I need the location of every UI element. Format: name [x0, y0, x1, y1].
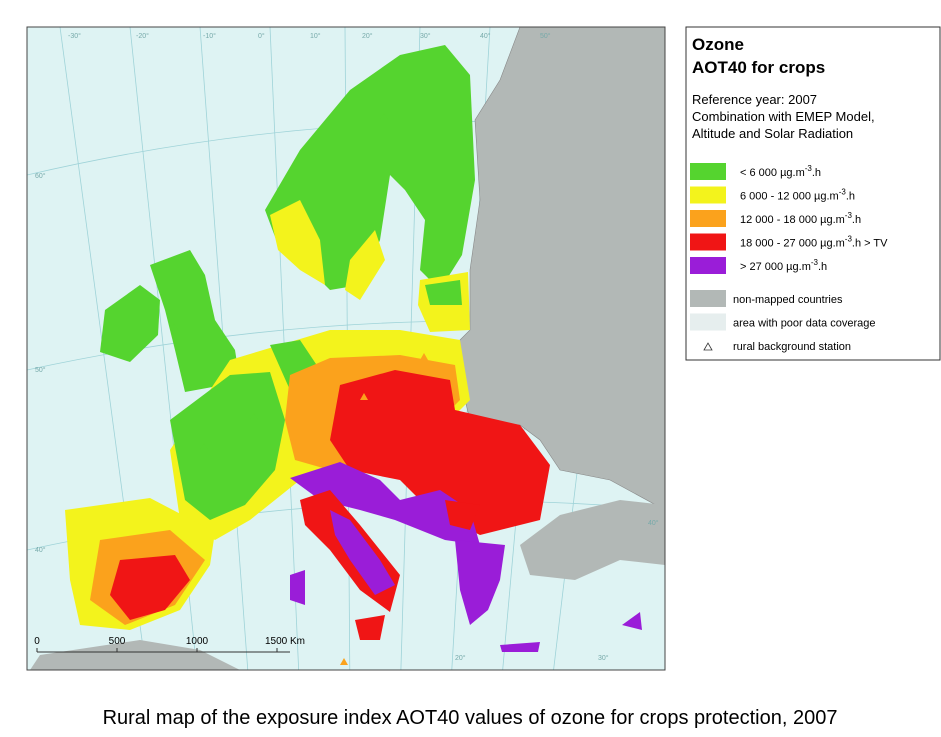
graticule-labels: -30° -20° -10° 0° 10° 20° 30° 40° 50° 60° 50° 40° 20… — [35, 32, 659, 662]
graticule-label: -10° — [203, 32, 216, 40]
legend-label-suffix: .h — [812, 167, 821, 179]
legend-label-text: 12 000 - 18 000 µg.m — [740, 214, 845, 226]
graticule-label: 40° — [480, 32, 491, 40]
legend-label-text: 18 000 - 27 000 µg.m — [740, 238, 845, 250]
legend-label-suffix: .h — [818, 261, 827, 273]
legend-label: area with poor data coverage — [733, 318, 875, 330]
graticule-label: 50° — [540, 32, 551, 40]
scale-label: 0 — [34, 636, 40, 647]
legend-box — [685, 26, 941, 361]
legend-label-text: < 6 000 µg.m — [740, 167, 805, 179]
graticule-label: 20° — [455, 654, 466, 662]
scale-label: 1000 — [186, 636, 209, 647]
legend-description: Reference year: 2007 — [692, 92, 817, 107]
legend-label-sup: -3 — [845, 211, 853, 220]
scale-label: 500 — [109, 636, 126, 647]
graticule-label: 40° — [648, 519, 659, 527]
legend-label: 6 000 - 12 000 µg.m-3.h — [740, 188, 855, 203]
legend-description: Combination with EMEP Model, — [692, 109, 875, 124]
caption: Rural map of the exposure index AOT40 va… — [103, 707, 838, 729]
legend-label: non-mapped countries — [733, 294, 843, 306]
legend-label: < 6 000 µg.m-3.h — [740, 164, 821, 179]
graticule-label: 40° — [35, 546, 46, 554]
legend-label: rural background station — [733, 341, 851, 353]
legend-swatch — [690, 257, 726, 274]
legend-swatch — [690, 233, 726, 251]
legend-swatch — [690, 163, 726, 180]
legend-label-text: 6 000 - 12 000 µg.m — [740, 191, 839, 203]
graticule-label: 20° — [362, 32, 373, 40]
legend-label: > 27 000 µg.m-3.h — [740, 258, 827, 273]
graticule-label: 0° — [258, 32, 265, 40]
legend-station-symbol — [703, 342, 713, 351]
scale-bar: 0 500 1000 1500 Km — [34, 636, 305, 653]
legend-swatch — [690, 186, 726, 204]
scale-label: 1500 Km — [265, 636, 305, 647]
legend-label-sup: -3 — [805, 164, 813, 173]
graticule-label: 50° — [35, 366, 46, 374]
graticule-label: 30° — [598, 654, 609, 662]
legend-swatch — [690, 290, 726, 307]
graticule-label: 30° — [420, 32, 431, 40]
graticule-label: -20° — [136, 32, 149, 40]
legend-label-sup: -3 — [811, 258, 819, 267]
legend-title: Ozone — [692, 35, 744, 54]
graticule-label: 10° — [310, 32, 321, 40]
legend-swatch — [690, 313, 726, 331]
legend-label: 18 000 - 27 000 µg.m-3.h > TV — [740, 235, 888, 250]
legend: Ozone AOT40 for crops Reference year: 20… — [685, 26, 941, 361]
map-frame — [26, 26, 666, 671]
legend-label-sup: -3 — [839, 188, 847, 197]
graticule-label: 60° — [35, 172, 46, 180]
legend-label-suffix: .h — [852, 214, 861, 226]
legend-label-text: > 27 000 µg.m — [740, 261, 811, 273]
legend-label-sup: -3 — [845, 235, 853, 244]
legend-label-suffix: .h — [846, 191, 855, 203]
legend-label: 12 000 - 18 000 µg.m-3.h — [740, 211, 861, 226]
legend-swatch — [690, 210, 726, 227]
legend-label-suffix: .h > TV — [852, 238, 888, 250]
map — [27, 27, 665, 670]
legend-description: Altitude and Solar Radiation — [692, 126, 853, 141]
graticule-label: -30° — [68, 32, 81, 40]
legend-subtitle: AOT40 for crops — [692, 58, 825, 77]
